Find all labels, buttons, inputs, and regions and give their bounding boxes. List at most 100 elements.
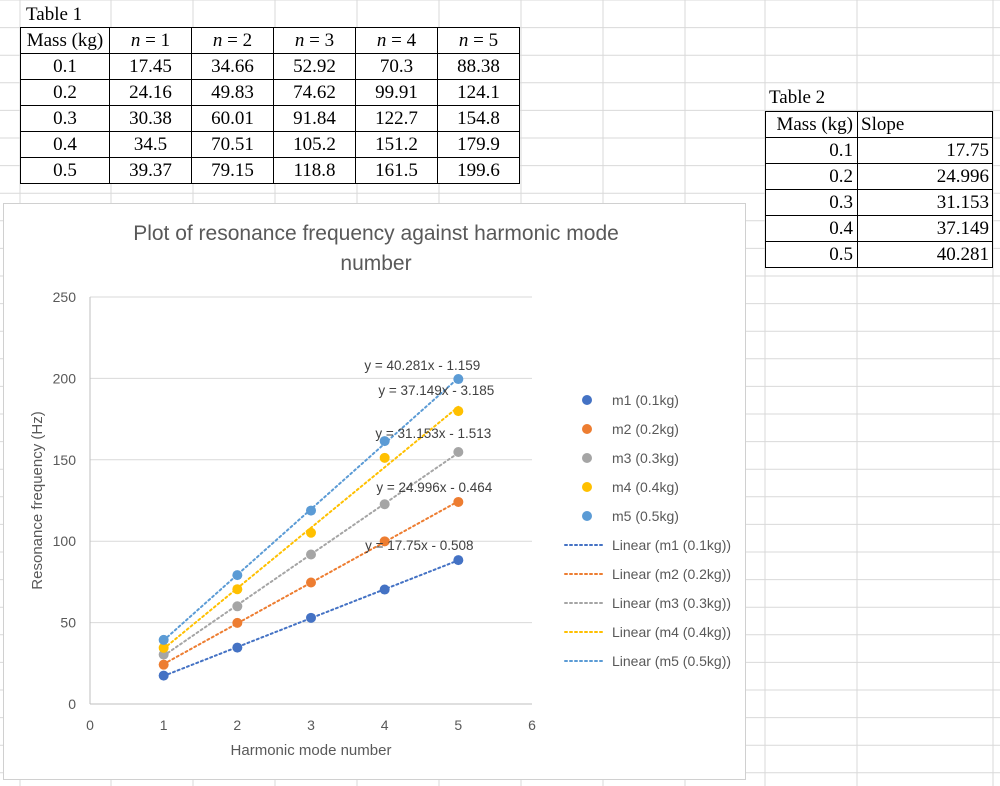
table1-header-n3[interactable]: n = 3 (273, 27, 356, 54)
data-point-m2 (453, 496, 464, 507)
trendline-3 (162, 451, 460, 657)
table-cell[interactable]: 0.1 (20, 53, 110, 80)
table-row: 0.2 24.16 49.83 74.62 99.91 124.1 (20, 79, 520, 106)
legend-label: Linear (m2 (0.2kg)) (612, 566, 731, 582)
table-cell[interactable]: 0.5 (765, 241, 858, 268)
table-cell[interactable]: 31.153 (857, 189, 993, 216)
table-cell[interactable]: 122.7 (355, 105, 438, 132)
table1-header-n1[interactable]: n = 1 (109, 27, 192, 54)
table-cell[interactable]: 30.38 (109, 105, 192, 132)
legend-marker-m4 (582, 482, 592, 492)
legend-marker-m1 (582, 395, 592, 405)
table-cell[interactable]: 37.149 (857, 215, 993, 242)
legend-label: Linear (m4 (0.4kg)) (612, 624, 731, 640)
table-cell[interactable]: 0.4 (20, 131, 110, 158)
data-point-m3 (306, 549, 316, 560)
data-point-m2 (306, 577, 316, 588)
resonance-chart: Plot of resonance frequency against harm… (29, 222, 731, 759)
trendline-1 (162, 559, 460, 677)
table1-header-mass[interactable]: Mass (kg) (20, 27, 110, 54)
table-cell[interactable]: 0.3 (765, 189, 858, 216)
table-cell[interactable]: 34.5 (109, 131, 192, 158)
legend-label: Linear (m1 (0.1kg)) (612, 537, 731, 553)
x-axis-label: Harmonic mode number (231, 742, 392, 759)
table-header-row: Mass (kg) Slope (765, 111, 993, 138)
table-cell[interactable]: 88.38 (437, 53, 520, 80)
table-cell[interactable]: 151.2 (355, 131, 438, 158)
trendline-equation: y = 31.153x - 1.513 (375, 426, 491, 441)
table1-header-n5[interactable]: n = 5 (437, 27, 520, 54)
data-point-m2 (232, 617, 243, 628)
table-cell[interactable]: 91.84 (273, 105, 356, 132)
table-cell[interactable]: 179.9 (437, 131, 520, 158)
data-point-m5 (453, 374, 464, 385)
data-point-m4 (306, 527, 316, 538)
table2: Mass (kg) Slope 0.1 17.75 0.2 24.996 0.3… (765, 111, 993, 268)
table-cell[interactable]: 99.91 (355, 79, 438, 106)
data-point-m3 (379, 499, 390, 510)
x-tick-label: 5 (454, 717, 462, 733)
table-row: 0.5 39.37 79.15 118.8 161.5 199.6 (20, 157, 520, 184)
table-cell[interactable]: 199.6 (437, 157, 520, 184)
table-cell[interactable]: 24.16 (109, 79, 192, 106)
data-point-m4 (158, 642, 169, 653)
data-point-m5 (306, 505, 316, 516)
x-tick-label: 6 (528, 717, 536, 733)
data-point-m1 (158, 670, 169, 681)
table2-header-slope[interactable]: Slope (857, 111, 993, 138)
table-cell[interactable]: 17.75 (857, 137, 993, 164)
legend-marker-m5 (582, 511, 592, 521)
data-point-m4 (379, 452, 390, 463)
table-cell[interactable]: 0.5 (20, 157, 110, 184)
table1-header-n4[interactable]: n = 4 (355, 27, 438, 54)
table2-header-mass[interactable]: Mass (kg) (765, 111, 858, 138)
y-tick-label: 100 (53, 533, 77, 549)
legend-label: m4 (0.4kg) (612, 479, 679, 495)
legend-label: m5 (0.5kg) (612, 508, 679, 524)
table-cell[interactable]: 79.15 (191, 157, 274, 184)
table-cell[interactable]: 105.2 (273, 131, 356, 158)
table-cell[interactable]: 39.37 (109, 157, 192, 184)
legend-label: Linear (m5 (0.5kg)) (612, 653, 731, 669)
table-cell[interactable]: 0.3 (20, 105, 110, 132)
table-cell[interactable]: 34.66 (191, 53, 274, 80)
chart-title: number (340, 252, 411, 275)
table-cell[interactable]: 60.01 (191, 105, 274, 132)
table-cell[interactable]: 154.8 (437, 105, 520, 132)
data-point-m5 (158, 634, 169, 645)
table-cell[interactable]: 161.5 (355, 157, 438, 184)
table-row: 0.4 37.149 (765, 215, 993, 242)
table-cell[interactable]: 0.2 (765, 163, 858, 190)
x-tick-label: 1 (160, 717, 168, 733)
data-point-m1 (232, 642, 243, 653)
chart-title: Plot of resonance frequency against harm… (133, 222, 619, 245)
table-cell[interactable]: 118.8 (273, 157, 356, 184)
table-cell[interactable]: 0.2 (20, 79, 110, 106)
table-cell[interactable]: 24.996 (857, 163, 993, 190)
data-point-m5 (379, 436, 390, 447)
table-cell[interactable]: 17.45 (109, 53, 192, 80)
table-cell[interactable]: 70.51 (191, 131, 274, 158)
data-point-m1 (453, 555, 464, 566)
table-cell[interactable]: 40.281 (857, 241, 993, 268)
data-point-m4 (453, 406, 464, 417)
table1-caption: Table 1 (26, 4, 83, 25)
data-point-m3 (453, 446, 464, 457)
trendline-2 (162, 500, 460, 666)
table-row: 0.3 30.38 60.01 91.84 122.7 154.8 (20, 105, 520, 132)
legend-marker-m2 (582, 424, 592, 434)
table-cell[interactable]: 70.3 (355, 53, 438, 80)
table-row: 0.4 34.5 70.51 105.2 151.2 179.9 (20, 131, 520, 158)
table-cell[interactable]: 49.83 (191, 79, 274, 106)
table-cell[interactable]: 74.62 (273, 79, 356, 106)
table1-header-n2[interactable]: n = 2 (191, 27, 274, 54)
chart-panel[interactable]: Plot of resonance frequency against harm… (3, 203, 746, 780)
table-cell[interactable]: 0.1 (765, 137, 858, 164)
table-row: 0.1 17.75 (765, 137, 993, 164)
table-cell[interactable]: 0.4 (765, 215, 858, 242)
trendline-equation: y = 17.75x - 0.508 (365, 538, 473, 553)
table-cell[interactable]: 124.1 (437, 79, 520, 106)
table-cell[interactable]: 52.92 (273, 53, 356, 80)
data-point-m4 (232, 584, 243, 595)
table-row: 0.3 31.153 (765, 189, 993, 216)
